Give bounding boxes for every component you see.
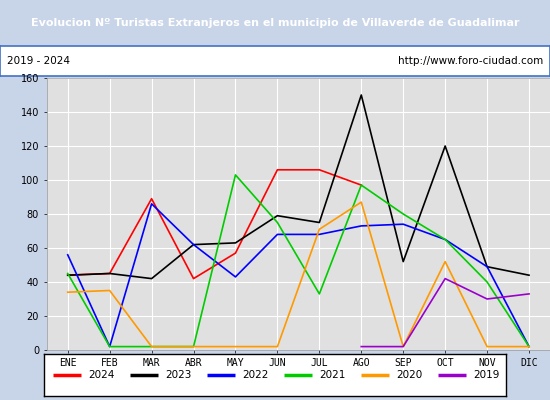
- Text: 2022: 2022: [242, 370, 268, 380]
- Text: 2020: 2020: [396, 370, 422, 380]
- Text: Evolucion Nº Turistas Extranjeros en el municipio de Villaverde de Guadalimar: Evolucion Nº Turistas Extranjeros en el …: [31, 18, 519, 28]
- Text: 2024: 2024: [88, 370, 114, 380]
- Text: 2021: 2021: [319, 370, 345, 380]
- Text: 2023: 2023: [165, 370, 191, 380]
- Text: 2019 - 2024: 2019 - 2024: [7, 56, 70, 66]
- Text: 2019: 2019: [473, 370, 499, 380]
- Text: http://www.foro-ciudad.com: http://www.foro-ciudad.com: [398, 56, 543, 66]
